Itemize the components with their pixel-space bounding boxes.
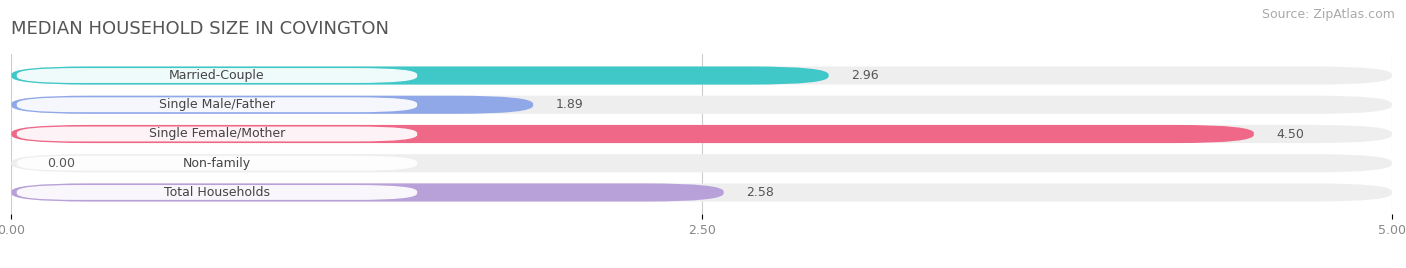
FancyBboxPatch shape [11,125,1254,143]
Text: Source: ZipAtlas.com: Source: ZipAtlas.com [1261,8,1395,21]
FancyBboxPatch shape [17,185,418,200]
Text: 0.00: 0.00 [48,157,75,170]
Text: MEDIAN HOUSEHOLD SIZE IN COVINGTON: MEDIAN HOUSEHOLD SIZE IN COVINGTON [11,20,389,38]
Text: 1.89: 1.89 [555,98,583,111]
FancyBboxPatch shape [11,66,1392,85]
Text: Married-Couple: Married-Couple [169,69,264,82]
FancyBboxPatch shape [11,66,828,85]
FancyBboxPatch shape [11,96,1392,114]
Text: 2.58: 2.58 [745,186,773,199]
Text: Single Female/Mother: Single Female/Mother [149,128,285,140]
FancyBboxPatch shape [17,68,418,83]
FancyBboxPatch shape [11,183,1392,202]
FancyBboxPatch shape [11,183,724,202]
Text: 2.96: 2.96 [851,69,879,82]
FancyBboxPatch shape [17,126,418,142]
FancyBboxPatch shape [11,154,1392,172]
FancyBboxPatch shape [17,156,418,171]
Text: Non-family: Non-family [183,157,252,170]
FancyBboxPatch shape [17,97,418,112]
Text: Total Households: Total Households [165,186,270,199]
Text: 4.50: 4.50 [1277,128,1303,140]
FancyBboxPatch shape [11,96,533,114]
Text: Single Male/Father: Single Male/Father [159,98,276,111]
FancyBboxPatch shape [11,125,1392,143]
